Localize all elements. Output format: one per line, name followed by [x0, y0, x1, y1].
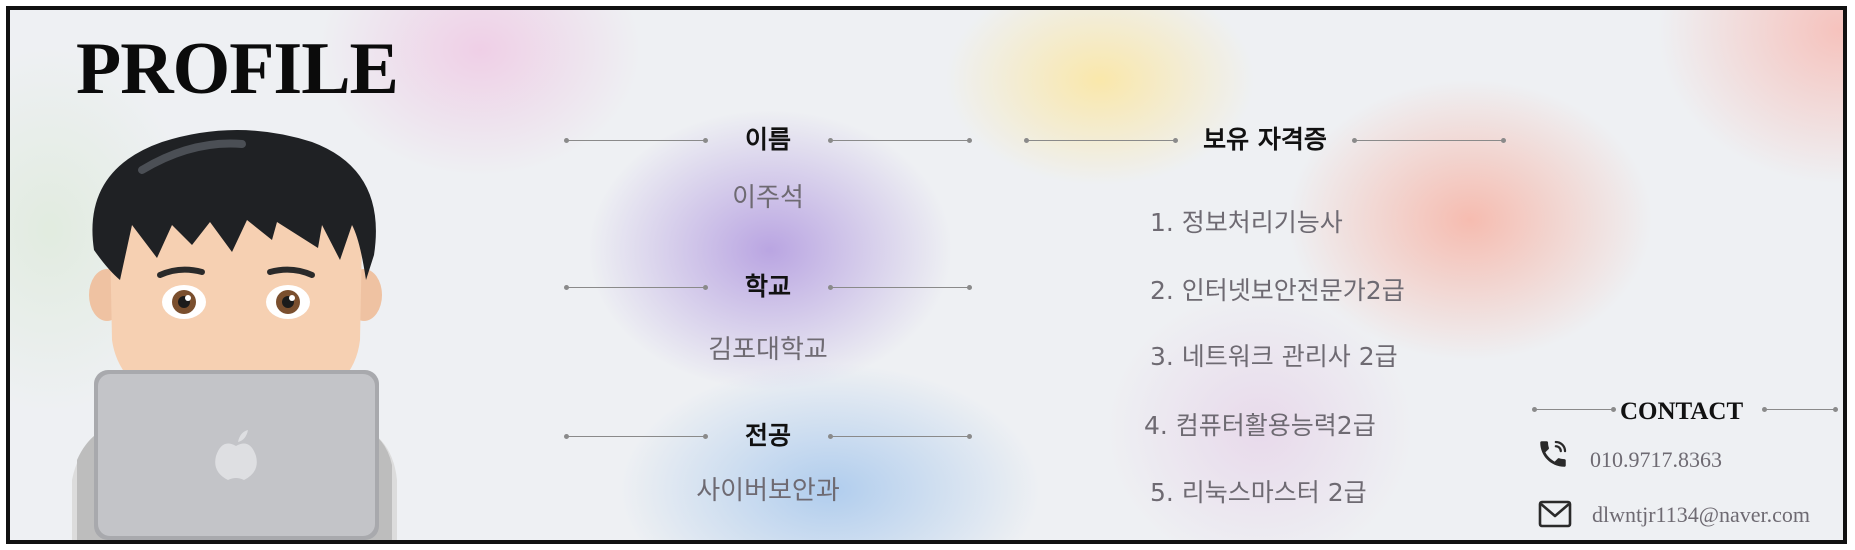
major-heading-rule-right: [828, 434, 972, 439]
major-value: 사이버보안과: [696, 476, 840, 506]
name-value: 이주석: [732, 183, 804, 213]
school-heading-rule-right: [828, 285, 972, 290]
contact-phone[interactable]: 010.9717.8363: [1590, 447, 1722, 472]
mail-icon: [1538, 500, 1572, 528]
cert-item-3: 3. 네트워크 관리사 2급: [1150, 342, 1398, 371]
contact-heading-rule-left: [1532, 407, 1616, 412]
cert-item-2: 2. 인터넷보안전문가2급: [1150, 276, 1405, 305]
apple-logo-icon: [215, 430, 257, 480]
profile-card: PROFILE: [6, 6, 1847, 544]
cert-heading-rule-right: [1352, 138, 1506, 143]
major-heading-rule-left: [564, 434, 708, 439]
cert-heading-rule-left: [1024, 138, 1178, 143]
contact-heading: CONTACT: [1620, 398, 1744, 425]
memoji-avatar-with-laptop: [72, 130, 397, 540]
cert-item-1: 1. 정보처리기능사: [1150, 208, 1343, 237]
cert-item-5: 5. 리눅스마스터 2급: [1150, 478, 1367, 507]
contact-email[interactable]: dlwntjr1134@naver.com: [1592, 502, 1811, 527]
contact-heading-rule-right: [1762, 407, 1838, 412]
name-heading-rule-right: [828, 138, 972, 143]
phone-icon: [1540, 440, 1567, 467]
cert-heading: 보유 자격증: [1203, 125, 1327, 154]
name-heading: 이름: [744, 125, 791, 154]
school-heading-rule-left: [564, 285, 708, 290]
major-heading: 전공: [744, 421, 791, 450]
school-value: 김포대학교: [708, 335, 828, 365]
school-heading: 학교: [744, 272, 791, 301]
cert-item-4: 4. 컴퓨터활용능력2급: [1144, 411, 1376, 440]
page-title: PROFILE: [76, 28, 399, 110]
name-heading-rule-left: [564, 138, 708, 143]
